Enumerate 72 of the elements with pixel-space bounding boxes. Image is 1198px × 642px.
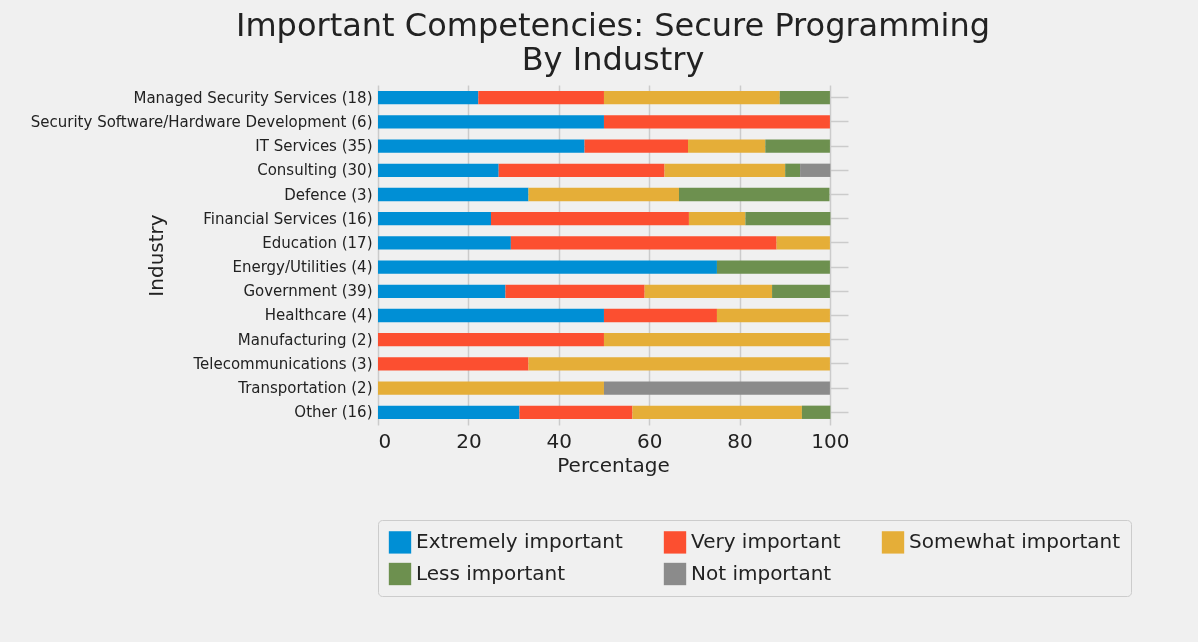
bar (510, 236, 777, 250)
bar (378, 139, 585, 153)
bar (519, 405, 633, 419)
bar (603, 91, 780, 105)
bar (772, 284, 830, 298)
y-tick-label: Financial Services (16) (203, 209, 373, 228)
x-tick-label: 100 (811, 428, 850, 453)
bar (378, 115, 604, 129)
bar (378, 91, 479, 105)
bar (378, 284, 506, 298)
x-tick-label: 60 (636, 428, 663, 453)
bar (745, 212, 831, 226)
bar (688, 139, 766, 153)
bar (664, 163, 786, 177)
legend-label: Extremely important (416, 529, 623, 554)
bar (801, 405, 831, 419)
x-tick-label: 40 (546, 428, 572, 453)
x-axis-title: Percentage (557, 452, 670, 477)
bar (688, 212, 746, 226)
y-tick-label: Transportation (2) (237, 379, 373, 398)
bar (716, 260, 830, 274)
bar (528, 357, 830, 371)
legend-label: Very important (691, 529, 841, 554)
bar (378, 381, 604, 395)
bar (378, 236, 511, 250)
bar (644, 284, 773, 298)
y-axis-title: Industry (143, 214, 168, 297)
bar (378, 212, 491, 226)
bar (378, 308, 604, 323)
bar (785, 163, 801, 177)
bar (378, 163, 499, 177)
bar (528, 187, 679, 202)
bar (378, 260, 717, 274)
y-tick-label: Consulting (30) (257, 161, 373, 180)
legend-label: Somewhat important (909, 529, 1121, 554)
bar (603, 115, 830, 129)
bar (603, 333, 830, 347)
bar (378, 405, 520, 419)
bar (603, 308, 717, 323)
y-tick-label: Defence (3) (284, 185, 373, 204)
bar (378, 357, 529, 371)
x-tick-label: 20 (456, 428, 482, 453)
bar (779, 91, 830, 105)
bar (678, 187, 830, 202)
bar (498, 163, 665, 177)
x-tick-label: 0 (378, 428, 392, 453)
y-tick-label: Energy/Utilities (4) (232, 258, 373, 277)
bar (800, 163, 831, 177)
bar (584, 139, 689, 153)
bar (716, 308, 830, 323)
y-tick-label: Education (17) (262, 233, 373, 252)
y-tick-label: Managed Security Services (18) (133, 88, 373, 107)
y-tick-label: Government (39) (243, 282, 373, 301)
bar (632, 405, 802, 419)
y-tick-label: Security Software/Hardware Development (6) (30, 112, 373, 131)
y-tick-label: Manufacturing (2) (237, 330, 373, 349)
legend-label: Not important (691, 561, 832, 585)
chart-title: Important Competencies: Secure Programming By Industry (235, 6, 991, 78)
bar (505, 284, 645, 298)
bar (765, 139, 830, 153)
bar (603, 381, 830, 395)
bar (478, 91, 604, 105)
bar (776, 236, 830, 250)
y-tick-label: Telecommunications (3) (192, 354, 373, 373)
y-tick-label: Other (16) (294, 403, 373, 422)
y-tick-label: Healthcare (4) (264, 306, 373, 325)
bar (378, 187, 529, 202)
legend-label: Less important (416, 561, 566, 585)
bar (378, 333, 604, 347)
x-tick-label: 80 (727, 428, 753, 453)
y-tick-label: IT Services (35) (255, 137, 373, 156)
bar (490, 212, 689, 226)
